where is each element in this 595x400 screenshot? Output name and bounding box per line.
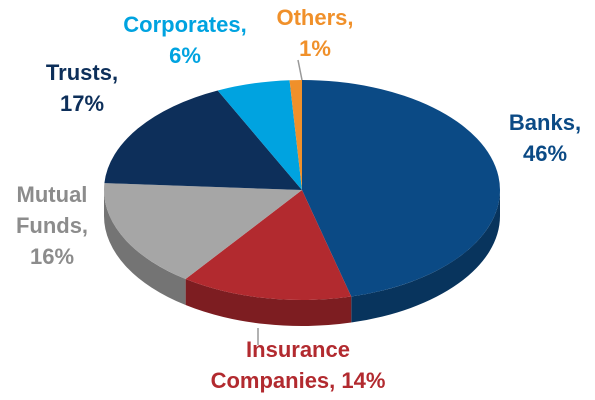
label-line: Banks, <box>509 110 581 135</box>
slice <box>185 190 352 300</box>
label-line: Funds, <box>16 213 88 238</box>
label-line: Corporates, <box>123 12 246 37</box>
slice <box>289 80 302 190</box>
label-line: Others, <box>276 5 353 30</box>
slice-label: Mutual Funds, 16% <box>16 182 88 269</box>
label-line: 1% <box>299 36 331 61</box>
slice <box>302 80 500 297</box>
label-line: 17% <box>60 91 104 116</box>
label-line: 16% <box>30 244 74 269</box>
label-line: Mutual <box>17 182 88 207</box>
slice-label: Corporates, 6% <box>123 12 246 68</box>
slice-label: Banks, 46% <box>509 110 581 166</box>
label-line: Trusts, <box>46 60 118 85</box>
slice-side <box>351 190 500 323</box>
leader-line <box>297 59 303 81</box>
slice <box>104 183 302 279</box>
label-line: 6% <box>169 43 201 68</box>
slice-side <box>104 190 186 305</box>
label-line: 46% <box>523 141 567 166</box>
slice-label: Insurance Companies, 14% <box>211 337 386 393</box>
label-line: Insurance <box>246 337 350 362</box>
slice <box>217 80 302 190</box>
slice-side <box>185 278 352 326</box>
slice-label: Trusts, 17% <box>46 60 118 116</box>
label-line: Companies, 14% <box>211 368 386 393</box>
slice <box>104 90 302 190</box>
slice-label: Others, 1% <box>276 5 353 61</box>
